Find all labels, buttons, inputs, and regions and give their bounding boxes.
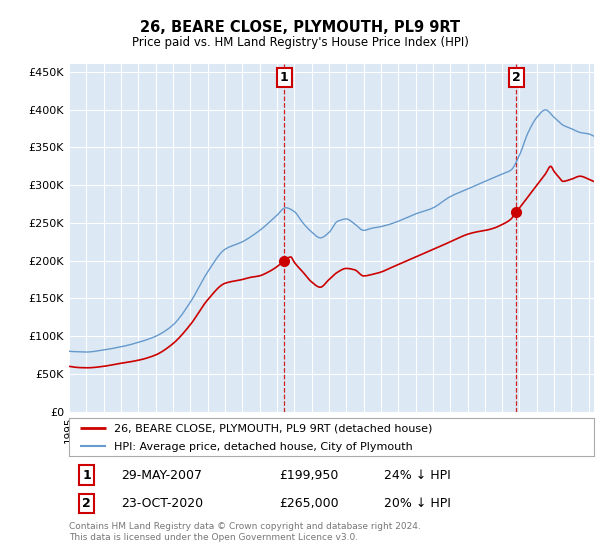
Text: 26, BEARE CLOSE, PLYMOUTH, PL9 9RT: 26, BEARE CLOSE, PLYMOUTH, PL9 9RT — [140, 20, 460, 35]
Text: Price paid vs. HM Land Registry's House Price Index (HPI): Price paid vs. HM Land Registry's House … — [131, 36, 469, 49]
Text: HPI: Average price, detached house, City of Plymouth: HPI: Average price, detached house, City… — [113, 442, 412, 452]
Text: 29-MAY-2007: 29-MAY-2007 — [121, 469, 203, 482]
Text: 2: 2 — [82, 497, 91, 510]
Text: Contains HM Land Registry data © Crown copyright and database right 2024.: Contains HM Land Registry data © Crown c… — [69, 522, 421, 531]
Text: 24% ↓ HPI: 24% ↓ HPI — [384, 469, 451, 482]
Text: 1: 1 — [82, 469, 91, 482]
Text: This data is licensed under the Open Government Licence v3.0.: This data is licensed under the Open Gov… — [69, 533, 358, 542]
Text: 20% ↓ HPI: 20% ↓ HPI — [384, 497, 451, 510]
Text: £199,950: £199,950 — [279, 469, 338, 482]
Text: 23-OCT-2020: 23-OCT-2020 — [121, 497, 203, 510]
Text: £265,000: £265,000 — [279, 497, 338, 510]
Text: 26, BEARE CLOSE, PLYMOUTH, PL9 9RT (detached house): 26, BEARE CLOSE, PLYMOUTH, PL9 9RT (deta… — [113, 424, 432, 434]
Text: 2: 2 — [512, 71, 521, 84]
Text: 1: 1 — [280, 71, 289, 84]
